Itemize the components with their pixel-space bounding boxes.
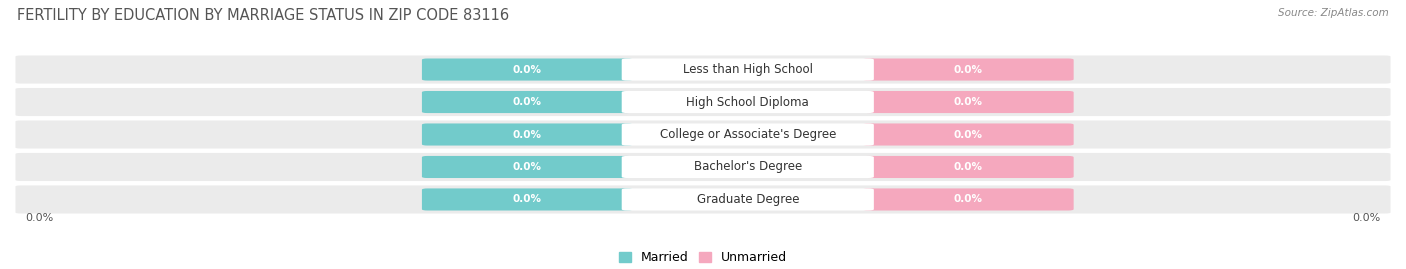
Text: 0.0%: 0.0%: [953, 162, 983, 172]
FancyBboxPatch shape: [621, 58, 875, 81]
FancyBboxPatch shape: [621, 188, 875, 211]
Text: Bachelor's Degree: Bachelor's Degree: [693, 161, 801, 174]
Text: 0.0%: 0.0%: [1353, 213, 1381, 223]
FancyBboxPatch shape: [621, 123, 875, 146]
FancyBboxPatch shape: [422, 91, 633, 113]
FancyBboxPatch shape: [14, 151, 1392, 182]
Text: Graduate Degree: Graduate Degree: [696, 193, 799, 206]
FancyBboxPatch shape: [863, 188, 1074, 211]
Text: 0.0%: 0.0%: [513, 162, 541, 172]
FancyBboxPatch shape: [621, 91, 875, 113]
FancyBboxPatch shape: [422, 123, 633, 146]
FancyBboxPatch shape: [863, 58, 1074, 81]
Text: 0.0%: 0.0%: [513, 65, 541, 75]
FancyBboxPatch shape: [863, 91, 1074, 113]
Text: 0.0%: 0.0%: [513, 129, 541, 140]
FancyBboxPatch shape: [14, 87, 1392, 118]
Text: 0.0%: 0.0%: [513, 194, 541, 204]
Text: 0.0%: 0.0%: [513, 97, 541, 107]
Text: 0.0%: 0.0%: [953, 194, 983, 204]
Text: 0.0%: 0.0%: [25, 213, 53, 223]
Text: College or Associate's Degree: College or Associate's Degree: [659, 128, 837, 141]
Text: High School Diploma: High School Diploma: [686, 95, 810, 108]
Text: Source: ZipAtlas.com: Source: ZipAtlas.com: [1278, 8, 1389, 18]
FancyBboxPatch shape: [14, 54, 1392, 85]
Legend: Married, Unmarried: Married, Unmarried: [613, 246, 793, 269]
Text: 0.0%: 0.0%: [953, 97, 983, 107]
FancyBboxPatch shape: [422, 156, 633, 178]
FancyBboxPatch shape: [14, 119, 1392, 150]
Text: Less than High School: Less than High School: [683, 63, 813, 76]
Text: 0.0%: 0.0%: [953, 65, 983, 75]
FancyBboxPatch shape: [863, 123, 1074, 146]
FancyBboxPatch shape: [14, 184, 1392, 215]
FancyBboxPatch shape: [422, 58, 633, 81]
Text: 0.0%: 0.0%: [953, 129, 983, 140]
FancyBboxPatch shape: [422, 188, 633, 211]
FancyBboxPatch shape: [621, 156, 875, 178]
Text: FERTILITY BY EDUCATION BY MARRIAGE STATUS IN ZIP CODE 83116: FERTILITY BY EDUCATION BY MARRIAGE STATU…: [17, 8, 509, 23]
FancyBboxPatch shape: [863, 156, 1074, 178]
